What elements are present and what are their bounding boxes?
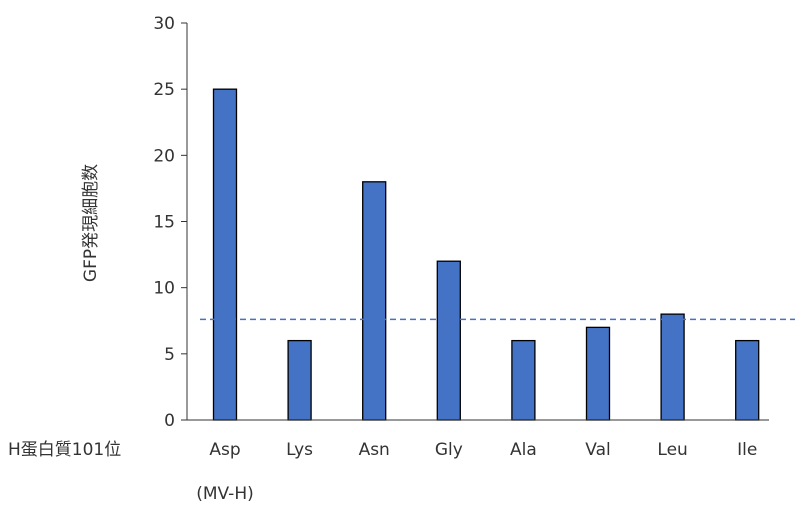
bar-val: [585, 326, 611, 421]
y-tick-label: 5: [164, 345, 175, 365]
y-tick-label: 0: [164, 411, 175, 431]
bar-ile: [735, 339, 760, 421]
y-tick-label: 30: [153, 14, 175, 34]
y-axis-title: GFP発現細胞数: [81, 164, 101, 282]
x-tick-label: Asn: [359, 440, 390, 460]
x-tick-label: Asp: [209, 440, 240, 460]
y-axis: 0 5 10 15 20 25 30: [153, 14, 188, 431]
x-tick-label: Ala: [510, 440, 537, 460]
x-tick-label: Leu: [657, 440, 687, 460]
x-tick-label: Ile: [737, 440, 757, 460]
y-tick-label: 25: [153, 80, 175, 100]
y-tick-label: 15: [153, 213, 175, 233]
x-tick-label: Val: [585, 440, 610, 460]
x-tick-label: Gly: [435, 440, 463, 460]
bar-asp: [212, 88, 238, 421]
x-axis-title: H蛋白質101位: [8, 440, 121, 460]
bar-ala: [511, 339, 536, 421]
y-tick-label: 20: [153, 146, 175, 166]
y-tick-label: 10: [153, 279, 175, 299]
bar-lys: [287, 339, 312, 421]
x-tick-sublabel: (MV-H): [196, 484, 253, 504]
x-tick-label: Lys: [286, 440, 313, 460]
bar-gly: [436, 260, 461, 421]
bar-asn: [362, 181, 387, 421]
bar-leu: [660, 313, 685, 421]
x-axis-labels: Asp (MV-H) Lys Asn Gly Ala Val Leu Ile: [196, 440, 757, 504]
bars: [187, 88, 769, 421]
